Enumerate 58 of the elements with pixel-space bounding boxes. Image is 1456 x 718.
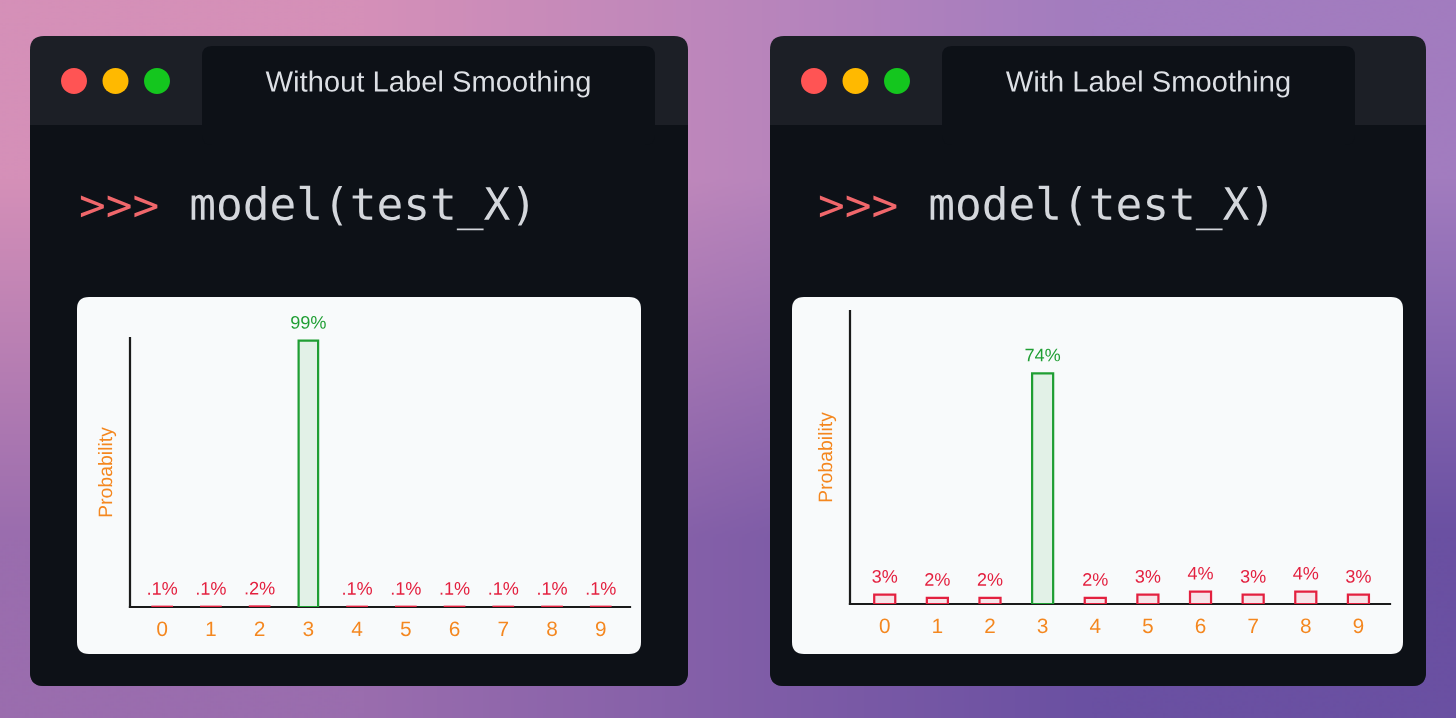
x-tick-label: 9 (595, 621, 606, 637)
data-label: 74% (1025, 348, 1061, 362)
chart-title: Without Label Smoothing (265, 70, 590, 98)
bar (1136, 593, 1160, 604)
data-label: .1% (148, 582, 178, 595)
text: model(test_X) (191, 185, 528, 231)
data-label: 2% (925, 573, 950, 586)
data-label: 99% (291, 316, 326, 329)
data-label: .1% (343, 582, 373, 595)
data-label: 3% (1346, 569, 1371, 583)
x-tick-label: 0 (157, 621, 168, 637)
bar (873, 593, 897, 604)
x-tick-label: 0 (879, 618, 890, 634)
x-tick-label: 2 (254, 621, 265, 636)
data-label: .1% (538, 582, 567, 595)
data-label: .1% (391, 582, 421, 595)
data-label: .2% (245, 581, 275, 595)
x-tick-label: 6 (449, 621, 460, 637)
x-tick-label: 2 (985, 618, 995, 633)
x-tick-label: 4 (1089, 618, 1101, 633)
bar (1083, 596, 1107, 604)
bar (1346, 593, 1371, 604)
data-label: 3% (872, 569, 898, 583)
x-tick-label: 8 (547, 621, 557, 637)
bar (1294, 590, 1318, 604)
x-tick-label: 7 (1248, 618, 1258, 633)
x-tick-label: 8 (1300, 618, 1311, 634)
data-label: 2% (977, 573, 1003, 586)
data-label: 2% (1083, 573, 1108, 586)
text: >>> (80, 195, 158, 218)
text: >>> (819, 195, 897, 218)
x-tick-label: 1 (933, 618, 943, 633)
data-label: .1% (196, 582, 226, 595)
x-tick-label: 4 (351, 621, 363, 636)
data-label: 3% (1135, 569, 1161, 583)
x-tick-label: 7 (498, 621, 509, 636)
x-tick-label: 3 (303, 621, 314, 637)
text: model(test_X) (930, 185, 1267, 231)
x-tick-label: 1 (206, 621, 216, 636)
x-tick-label: 6 (1195, 618, 1206, 634)
x-tick-label: 9 (1353, 618, 1364, 634)
y-axis-title: Probability (97, 427, 117, 517)
x-tick-label: 5 (400, 621, 411, 637)
data-label: .1% (586, 582, 616, 595)
data-label: 4% (1293, 566, 1319, 580)
chart-title: With Label Smoothing (1005, 70, 1290, 98)
data-label: 3% (1240, 569, 1266, 583)
x-tick-label: 5 (1142, 618, 1153, 634)
bar (925, 596, 949, 604)
bar (978, 596, 1002, 604)
bar (1188, 590, 1213, 604)
x-tick-label: 3 (1037, 618, 1048, 634)
y-axis-title: Probability (817, 412, 837, 502)
bar (1241, 593, 1265, 604)
data-label: 4% (1187, 566, 1213, 580)
data-label: .1% (440, 582, 470, 595)
bar (1031, 372, 1055, 604)
data-label: .1% (489, 582, 519, 595)
